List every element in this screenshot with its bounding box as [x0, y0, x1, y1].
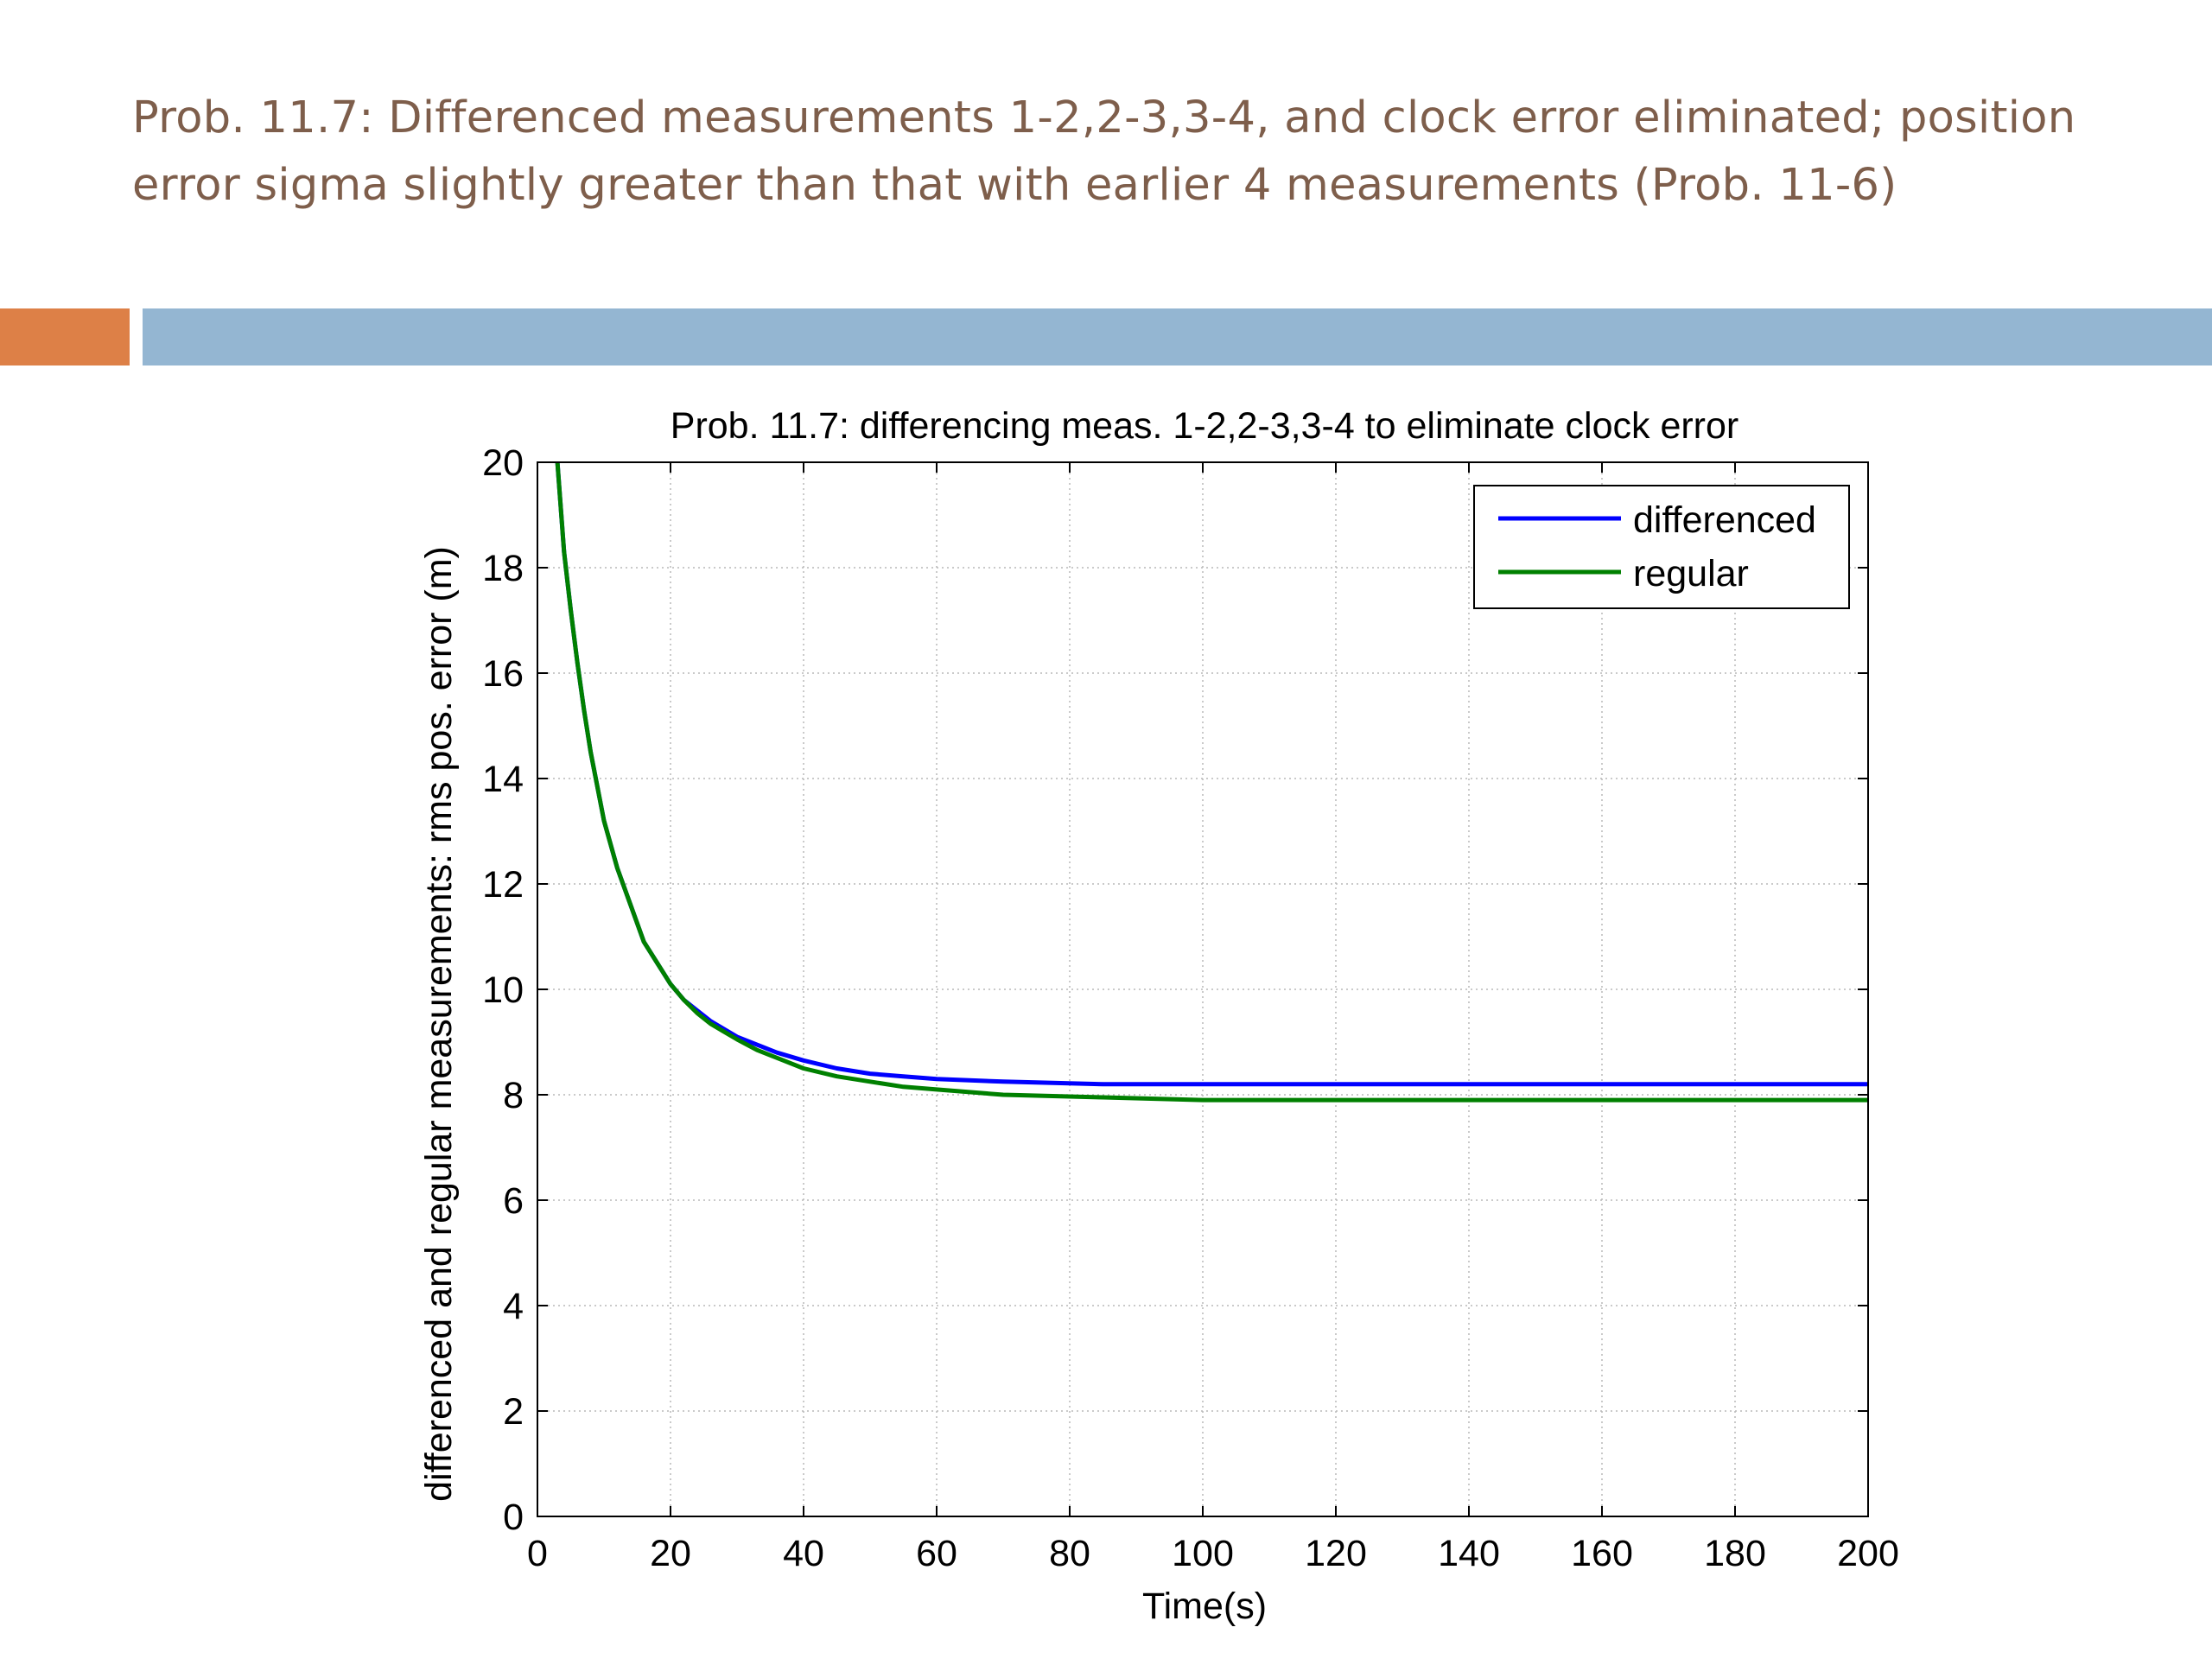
- x-axis-label: Time(s): [1142, 1586, 1267, 1627]
- legend: differenced regular: [1473, 485, 1850, 609]
- y-tick-label: 14: [482, 759, 524, 800]
- y-tick-label: 4: [503, 1286, 524, 1327]
- accent-bar-blue: [143, 308, 2212, 365]
- legend-box: [1473, 485, 1850, 609]
- y-tick-label: 0: [503, 1497, 524, 1538]
- y-tick-label: 20: [482, 442, 524, 484]
- x-tick-label: 0: [527, 1533, 548, 1574]
- x-tick-label: 40: [783, 1533, 824, 1574]
- slide-title: Prob. 11.7: Differenced measurements 1-2…: [132, 85, 2120, 219]
- x-tick-label: 200: [1837, 1533, 1899, 1574]
- x-tick-label: 20: [650, 1533, 691, 1574]
- x-tick-label: 60: [916, 1533, 957, 1574]
- chart-title: Prob. 11.7: differencing meas. 1-2,2-3,3…: [671, 405, 1738, 447]
- slide-title-line-2: error sigma slightly greater than that w…: [132, 160, 1897, 211]
- y-axis-label: differenced and regular measurements: rm…: [418, 546, 460, 1502]
- y-tick-label: 10: [482, 969, 524, 1011]
- x-tick-label: 100: [1172, 1533, 1234, 1574]
- x-tick-label: 120: [1305, 1533, 1367, 1574]
- legend-label-regular: regular: [1633, 553, 1749, 594]
- y-tick-label: 8: [503, 1075, 524, 1116]
- x-tick-label: 80: [1049, 1533, 1090, 1574]
- y-tick-label: 18: [482, 548, 524, 589]
- legend-label-differenced: differenced: [1633, 499, 1816, 541]
- accent-bar-orange: [0, 308, 130, 365]
- axis-ticks: 0 20 40 60 80 100 120 140 160 180 200 0 2 4 6 8 10 12 14 16…: [482, 442, 1899, 1574]
- x-tick-label: 140: [1438, 1533, 1500, 1574]
- series-line-regular: [555, 461, 1868, 1103]
- x-tick-label: 160: [1571, 1533, 1633, 1574]
- y-tick-label: 2: [503, 1391, 524, 1433]
- y-tick-label: 6: [503, 1180, 524, 1222]
- grid: [537, 462, 1868, 1516]
- x-tick-label: 180: [1704, 1533, 1766, 1574]
- y-tick-label: 12: [482, 864, 524, 906]
- slide-title-line-1: Prob. 11.7: Differenced measurements 1-2…: [132, 92, 2076, 143]
- y-tick-label: 16: [482, 653, 524, 695]
- series-lines: [555, 461, 1868, 1103]
